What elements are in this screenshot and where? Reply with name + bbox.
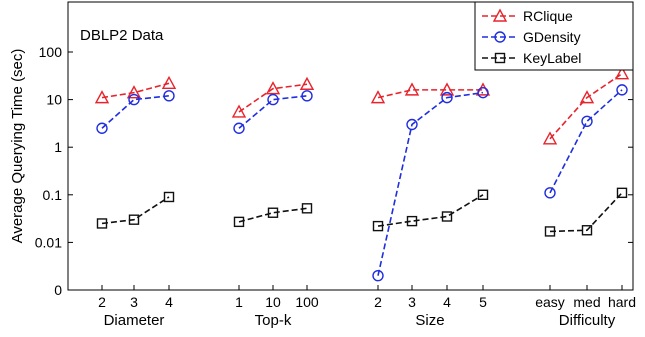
data-point-keylabel	[128, 214, 140, 225]
legend-marker-rclique	[492, 8, 508, 22]
series-line-rclique	[549, 73, 623, 140]
legend-label-keylabel: KeyLabel	[523, 50, 581, 66]
data-point-gdensity	[96, 122, 108, 134]
data-point-gdensity	[441, 91, 453, 104]
data-point-rclique	[126, 85, 142, 99]
data-point-gdensity	[372, 269, 384, 282]
data-point-keylabel	[267, 207, 279, 218]
series-line-gdensity	[238, 95, 308, 129]
data-point-gdensity	[233, 122, 245, 134]
series-line-gdensity	[101, 95, 170, 129]
data-point-keylabel	[372, 220, 384, 232]
series-line-gdensity	[549, 89, 623, 194]
series-line-rclique	[101, 82, 170, 99]
x-group-label: Top-k	[255, 312, 292, 329]
y-tick-label: 0	[54, 282, 62, 298]
data-point-gdensity	[163, 90, 175, 102]
series-line-rclique	[238, 83, 308, 113]
data-point-keylabel	[477, 189, 489, 201]
legend-label-gdensity: GDensity	[523, 29, 581, 45]
data-point-keylabel	[96, 218, 108, 229]
data-point-keylabel	[581, 225, 593, 236]
x-tick-label: 3	[408, 294, 416, 310]
data-point-rclique	[161, 75, 177, 90]
y-tick-label: 0.01	[35, 234, 62, 250]
series-line-keylabel	[238, 207, 308, 223]
x-tick-label: 3	[130, 294, 138, 310]
series-line-keylabel	[377, 194, 484, 227]
data-point-keylabel	[441, 211, 453, 222]
y-axis: 0 0.01 0.1 1 10 100	[35, 44, 633, 298]
data-point-gdensity	[477, 86, 489, 99]
x-tick-label: 2	[98, 294, 106, 310]
series-line-keylabel	[101, 196, 170, 225]
data-point-gdensity	[581, 115, 593, 128]
data-point-keylabel	[233, 216, 245, 228]
legend-marker-gdensity	[494, 31, 506, 43]
x-tick-label: 4	[165, 294, 173, 310]
data-point-keylabel	[616, 187, 628, 199]
data-point-rclique	[439, 82, 455, 96]
x-group-label: Difficulty	[559, 312, 616, 329]
data-point-rclique	[370, 90, 386, 104]
legend-label-rclique: RClique	[523, 8, 573, 24]
legend: RClique GDensity KeyLabel	[474, 1, 634, 71]
x-tick-label: hard	[608, 294, 636, 310]
data-point-gdensity	[267, 93, 279, 106]
legend-marker-keylabel	[494, 52, 506, 64]
data-point-rclique	[579, 90, 595, 104]
x-tick-label: easy	[535, 294, 565, 310]
data-point-gdensity	[128, 93, 140, 106]
series-line-keylabel	[549, 192, 623, 233]
data-point-rclique	[231, 104, 247, 118]
data-point-rclique	[614, 66, 630, 80]
x-tick-label: med	[573, 294, 600, 310]
y-tick-label: 1	[54, 139, 62, 155]
data-point-keylabel	[544, 226, 556, 237]
y-axis-title: Average Querying Time (sec)	[9, 49, 26, 244]
data-point-rclique	[404, 82, 420, 96]
data-point-keylabel	[163, 191, 175, 203]
x-tick-label: 100	[295, 294, 319, 310]
x-tick-label: 4	[443, 294, 451, 310]
x-group-label: Size	[415, 312, 444, 329]
series-line-gdensity	[377, 91, 484, 276]
x-tick-label: 2	[374, 294, 382, 310]
data-point-gdensity	[616, 84, 628, 96]
data-point-rclique	[299, 76, 315, 90]
x-tick-label: 5	[479, 294, 487, 310]
data-point-rclique	[542, 131, 558, 145]
series-layer	[94, 66, 630, 282]
data-point-gdensity	[301, 90, 313, 102]
data-point-gdensity	[544, 187, 556, 199]
data-point-keylabel	[301, 203, 313, 214]
data-point-rclique	[265, 81, 281, 95]
y-tick-label: 0.1	[43, 187, 63, 203]
data-point-rclique	[94, 90, 110, 104]
x-tick-label: 10	[265, 294, 281, 310]
x-group-label: Diameter	[104, 312, 165, 329]
data-point-keylabel	[406, 215, 418, 227]
y-tick-label: 100	[39, 44, 63, 60]
x-tick-label: 1	[235, 294, 243, 310]
data-point-gdensity	[406, 118, 418, 131]
y-tick-label: 10	[46, 92, 62, 108]
chart-annotation: DBLP2 Data	[80, 27, 164, 44]
